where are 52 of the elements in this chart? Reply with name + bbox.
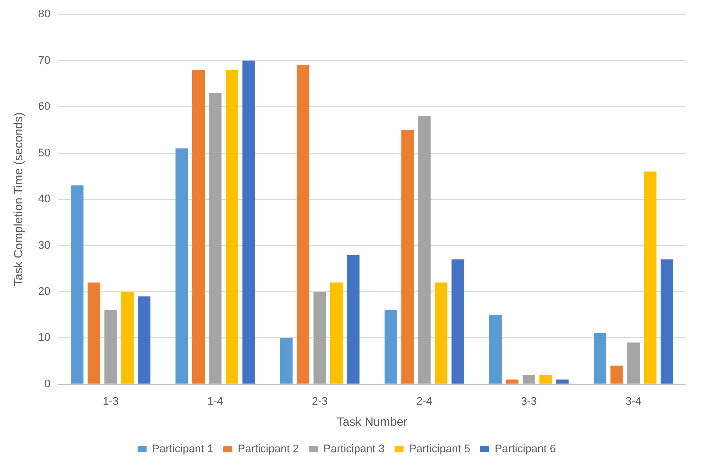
y-tick-label: 20: [38, 286, 51, 298]
bar: [138, 296, 151, 384]
legend-label: Participant 3: [324, 444, 385, 456]
x-tick-label: 1-4: [208, 396, 224, 408]
bar: [192, 70, 206, 384]
legend-label: Participant 5: [409, 444, 470, 456]
bar: [347, 254, 360, 384]
legend-label: Participant 1: [152, 444, 214, 456]
bar: [88, 282, 100, 384]
bar: [176, 148, 188, 384]
y-tick-label: 70: [38, 54, 51, 67]
y-tick-label: 50: [38, 147, 51, 160]
x-tick-label: 2-3: [312, 396, 328, 408]
bar: [489, 315, 502, 384]
bar: [71, 186, 84, 384]
bar: [314, 292, 326, 384]
bar: [435, 282, 448, 384]
bar: [330, 282, 344, 384]
y-tick-label: 80: [38, 8, 51, 21]
legend-label: Participant 2: [238, 444, 300, 456]
y-tick-label: 0: [44, 378, 51, 390]
x-tick-label: 3-3: [521, 396, 538, 408]
bar: [297, 65, 310, 384]
bar: [402, 130, 414, 384]
y-tick-label: 10: [38, 332, 51, 344]
bar: [660, 260, 674, 384]
bar: [556, 380, 569, 384]
bar: [418, 116, 431, 384]
legend-label: Participant 6: [494, 444, 556, 456]
x-tick-label: 3-4: [626, 396, 642, 408]
bar: [506, 380, 519, 384]
y-tick-label: 40: [38, 194, 51, 206]
bar: [280, 338, 293, 384]
bar: [242, 60, 256, 384]
bar: [104, 310, 118, 384]
bar: [627, 342, 640, 384]
bar: [594, 334, 607, 384]
bar: [226, 70, 238, 384]
bar: [384, 310, 398, 384]
bar: [522, 375, 536, 384]
bar: [452, 260, 464, 384]
bar: [121, 292, 134, 384]
x-tick-label: 1-3: [102, 396, 119, 408]
y-tick-label: 60: [38, 101, 51, 114]
bar: [644, 172, 657, 384]
bar: [540, 375, 552, 384]
bar: [610, 366, 624, 384]
y-axis-title: Task Completion Time (seconds): [12, 112, 26, 287]
bar: [209, 93, 222, 384]
x-axis-title: Task Number: [336, 415, 408, 430]
x-tick-label: 2-4: [416, 396, 433, 408]
y-tick-label: 30: [38, 240, 51, 252]
